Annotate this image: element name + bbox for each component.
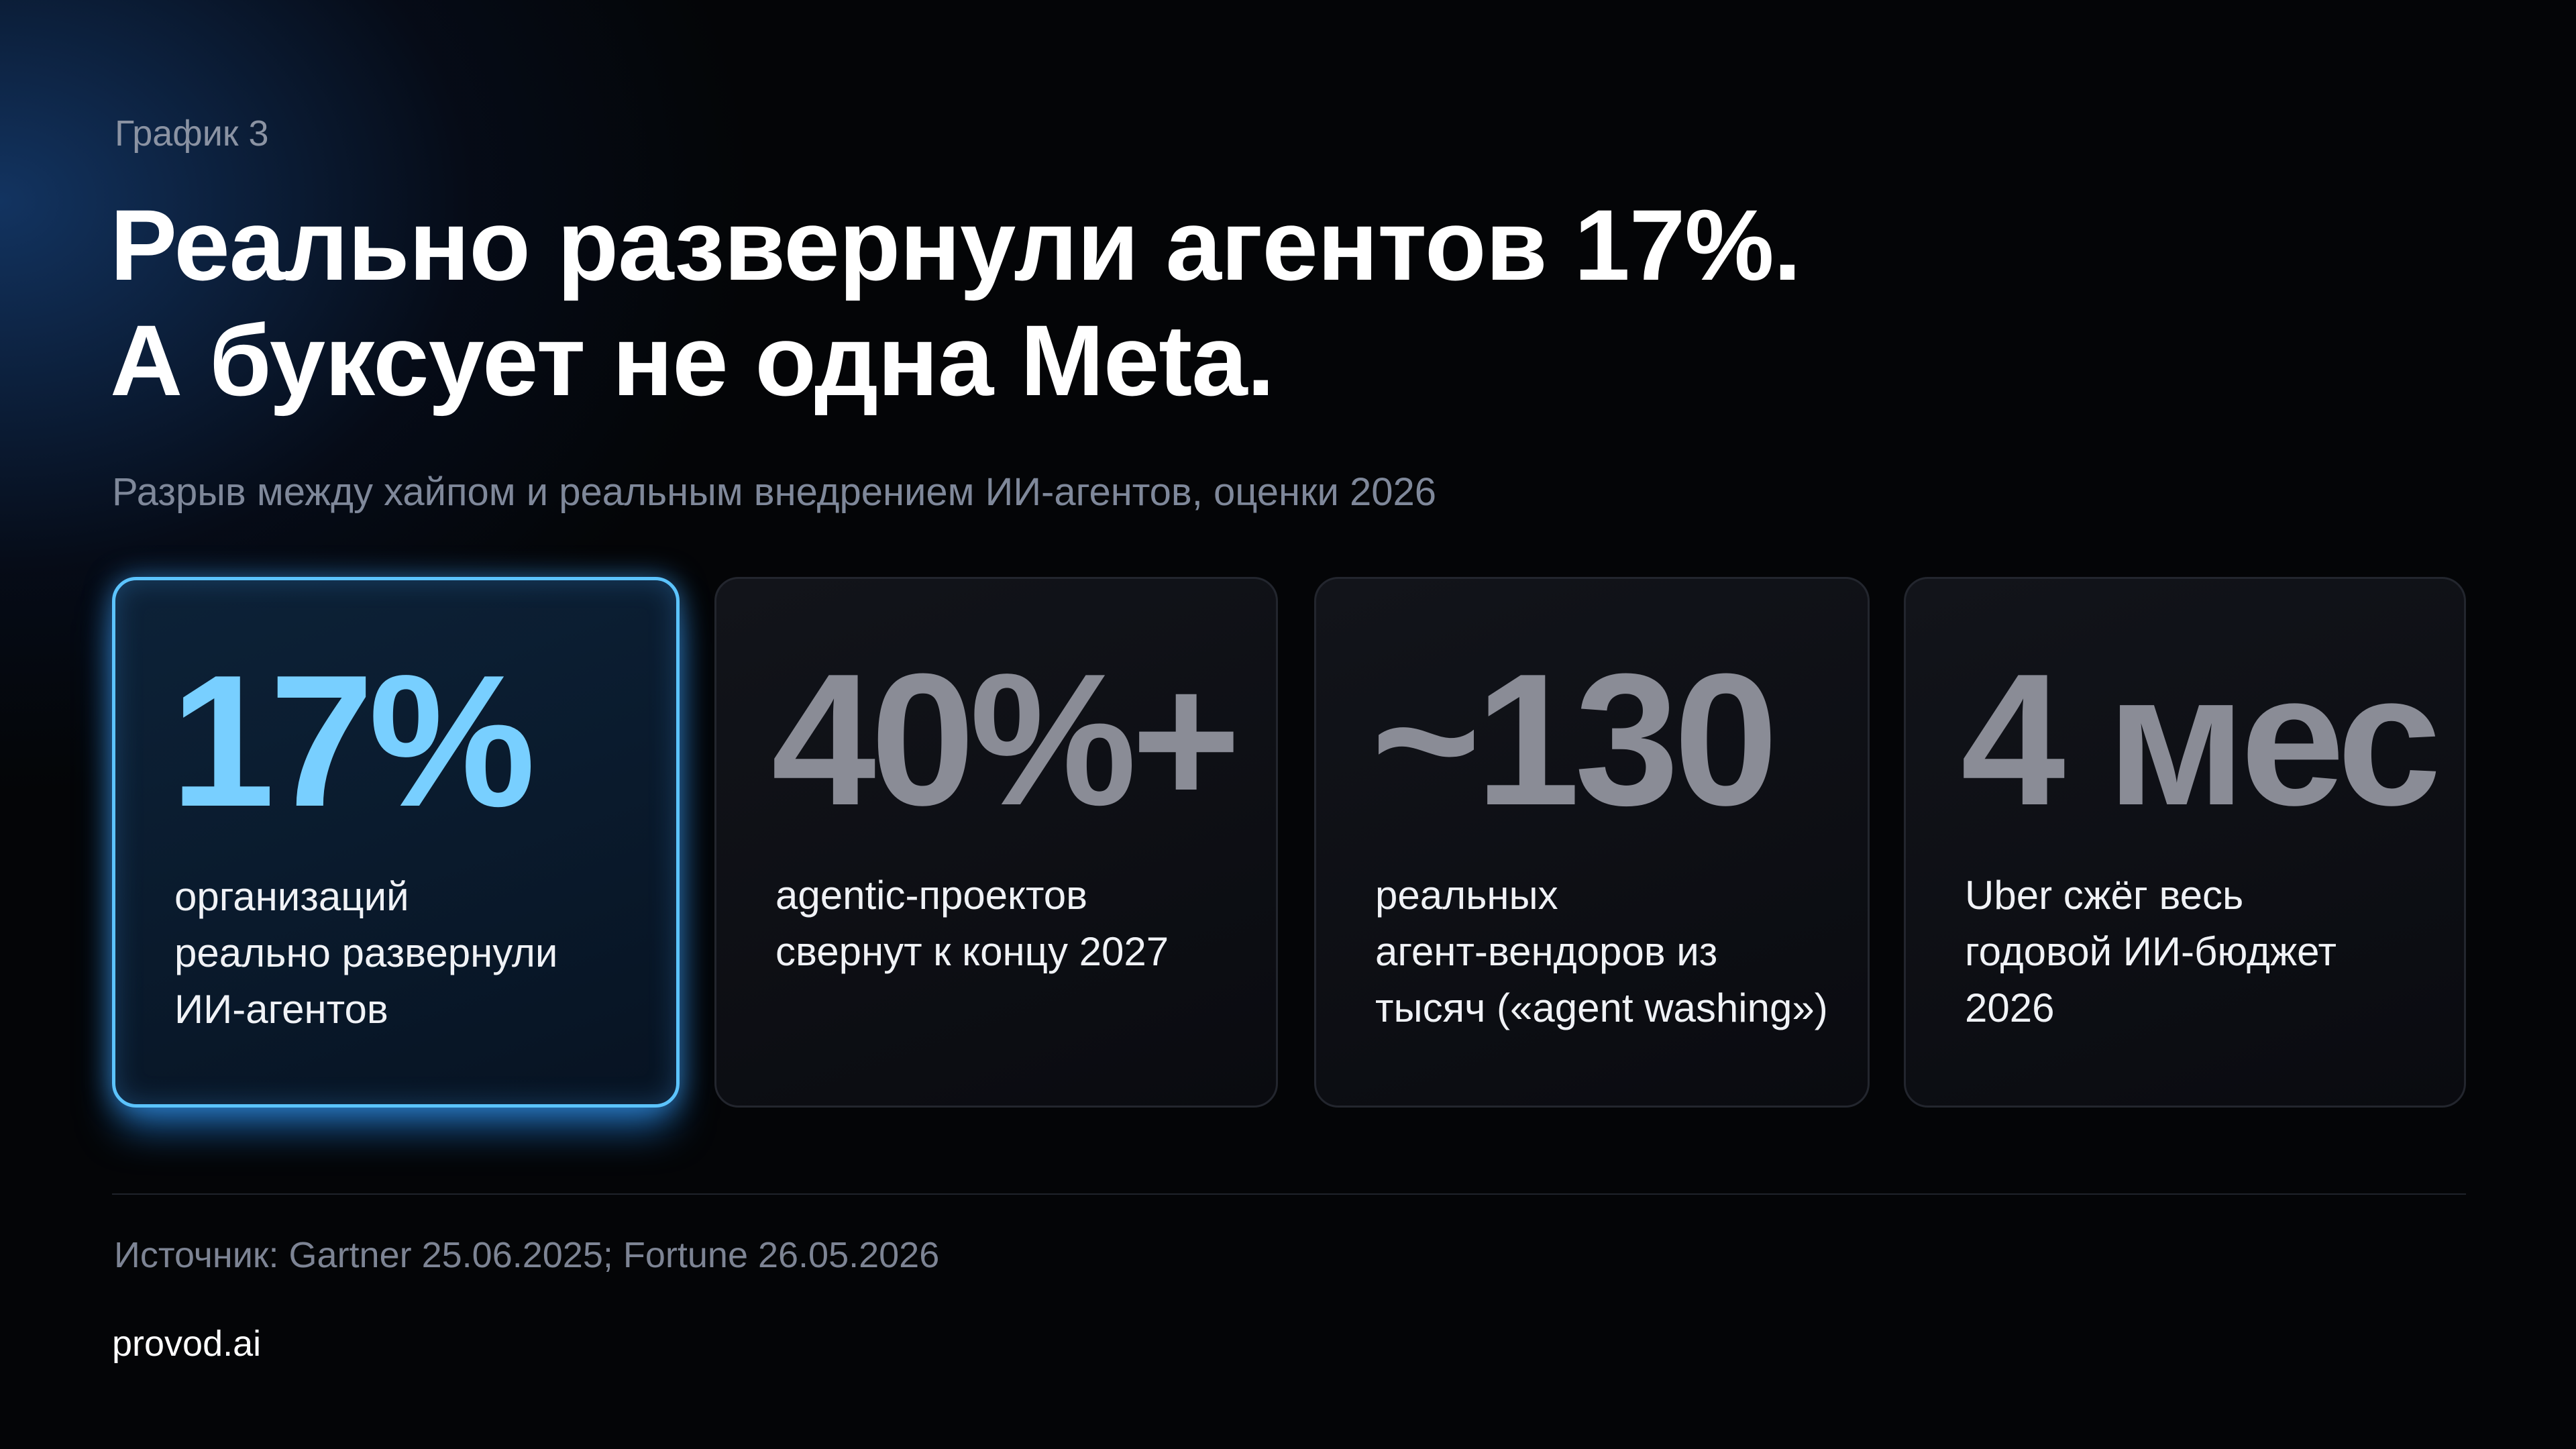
description-line: годовой ИИ-бюджет	[1965, 929, 2337, 974]
description-line: ИИ-агентов	[174, 987, 388, 1032]
description-line: Uber сжёг весь	[1965, 873, 2244, 918]
stat-description: Uber сжёг весь годовой ИИ-бюджет 2026	[1965, 867, 2337, 1036]
stat-card: 17% организаций реально развернули ИИ-агент…	[112, 577, 680, 1108]
title-line: Реально развернули агентов 17%.	[110, 189, 1801, 301]
description-line: свернут к концу 2027	[775, 929, 1169, 974]
stat-value: 4 мес	[1961, 635, 2441, 845]
description-line: 2026	[1965, 985, 2055, 1030]
description-line: agentic-проектов	[775, 873, 1088, 918]
stat-value: ~130	[1371, 635, 1778, 845]
divider	[112, 1193, 2466, 1195]
description-line: реально развернули	[174, 930, 558, 975]
stat-value: 40%+	[771, 635, 1241, 845]
source: Источник: Gartner 25.06.2025; Fortune 26…	[114, 1235, 940, 1275]
description-line: реальных	[1375, 873, 1558, 918]
title-line: А буксует не одна Meta.	[110, 304, 1275, 417]
stat-card: 4 мес Uber сжёг весь годовой ИИ-бюджет 2026	[1904, 577, 2466, 1108]
stat-card: 40%+ agentic-проектов свернут к концу 2027	[714, 577, 1278, 1108]
stat-description: agentic-проектов свернут к концу 2027	[775, 867, 1169, 980]
stat-value: 17%	[170, 637, 535, 846]
description-line: агент-вендоров из	[1375, 929, 1718, 974]
stat-description: реальных агент-вендоров из тысяч («agent w…	[1375, 867, 1828, 1036]
subtitle: Разрыв между хайпом и реальным внедрение…	[112, 470, 1436, 514]
description-line: организаций	[174, 874, 409, 919]
description-line: тысяч («agent washing»)	[1375, 985, 1828, 1030]
chart-label: График 3	[115, 113, 269, 154]
stat-card: ~130 реальных агент-вендоров из тысяч («age…	[1314, 577, 1870, 1108]
brand: provod.ai	[112, 1324, 262, 1364]
stat-description: организаций реально развернули ИИ-агентов	[174, 869, 557, 1038]
